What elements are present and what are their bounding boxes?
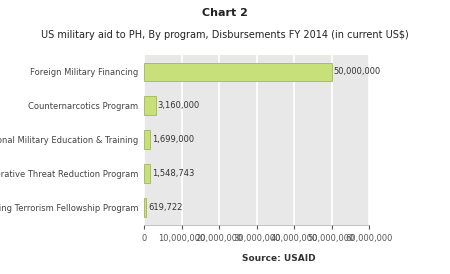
- Bar: [144, 130, 150, 149]
- Text: 50,000,000: 50,000,000: [333, 67, 381, 76]
- Text: Chart 2: Chart 2: [202, 8, 248, 18]
- Text: 619,722: 619,722: [148, 203, 183, 212]
- Bar: [144, 96, 156, 115]
- Text: Source: USAID: Source: USAID: [242, 254, 316, 263]
- Text: 1,548,743: 1,548,743: [152, 169, 194, 178]
- Bar: [144, 198, 146, 217]
- Bar: [144, 62, 332, 81]
- Bar: [144, 164, 150, 183]
- Text: US military aid to PH, By program, Disbursements FY 2014 (in current US$): US military aid to PH, By program, Disbu…: [41, 30, 409, 40]
- Text: 3,160,000: 3,160,000: [158, 101, 200, 110]
- Text: 1,699,000: 1,699,000: [152, 135, 194, 144]
